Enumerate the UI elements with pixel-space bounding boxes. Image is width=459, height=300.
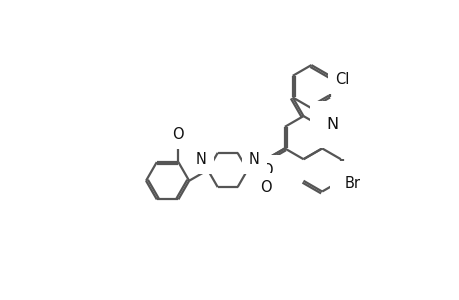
Text: O: O xyxy=(172,127,184,142)
Text: N: N xyxy=(248,152,259,167)
Text: N: N xyxy=(325,117,337,132)
Text: Br: Br xyxy=(344,176,360,190)
Text: Cl: Cl xyxy=(335,72,349,87)
Text: N: N xyxy=(195,152,206,167)
Text: O: O xyxy=(260,163,272,178)
Text: O: O xyxy=(260,180,271,195)
